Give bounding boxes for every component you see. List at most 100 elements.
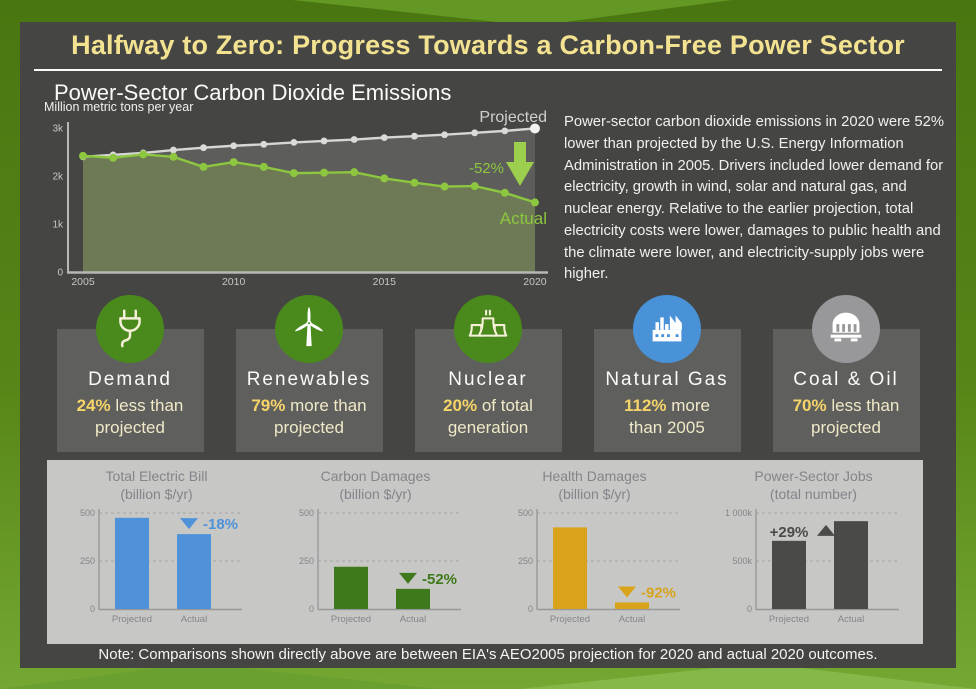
mini-chart-title: Carbon Damages xyxy=(320,468,431,484)
category-label: Actual xyxy=(618,614,644,625)
down-triangle-icon xyxy=(179,518,198,530)
projected-label: Projected xyxy=(479,109,547,126)
power-sector-jobs-svg: 0 500k 1 000k Projected Actual +29% xyxy=(724,508,899,625)
power-sector-jobs-chart: Power-Sector Jobs (total number) 0 500k 1 … xyxy=(710,468,918,644)
stat-line: generation xyxy=(447,418,529,438)
title-bar: Halfway to Zero: Progress Towards a Carb… xyxy=(20,22,956,71)
down-arrow-icon xyxy=(506,142,534,186)
decline-annotation: -52% xyxy=(469,160,504,177)
y-tick-label: 0 xyxy=(89,604,94,614)
stat-nuclear: Nuclear 20% of total generation xyxy=(414,295,562,452)
stat-value: 24% xyxy=(76,396,111,415)
natural-gas-circle xyxy=(633,295,701,363)
stat-line: projected xyxy=(95,418,165,438)
title-underline xyxy=(34,69,942,71)
carbon-damages-chart: Carbon Damages (billion $/yr) 0 250 500 Pro… xyxy=(272,468,480,644)
electric-bill-svg: 0 250 500 Projected Actual -18% xyxy=(79,508,242,625)
mini-chart-subtitle: (billion $/yr) xyxy=(558,485,631,502)
category-label: Projected xyxy=(111,614,151,625)
up-triangle-icon xyxy=(816,524,835,536)
category-label: Projected xyxy=(549,614,589,625)
bar-projected xyxy=(333,566,368,609)
change-label: -92% xyxy=(641,584,676,601)
stat-renewables: Renewables 79% more than projected xyxy=(235,295,383,452)
chart-heading: Power-Sector Carbon Dioxide Emissions xyxy=(54,80,452,105)
stat-title: Nuclear xyxy=(448,369,528,390)
y-tick-label: 1 000k xyxy=(724,508,752,518)
footnote: Note: Comparisons shown directly above a… xyxy=(98,646,878,663)
actual-label: Actual xyxy=(500,209,547,228)
x-tick-label: 2020 xyxy=(523,276,547,288)
x-tick-label: 2010 xyxy=(222,276,246,288)
stat-title: Coal & Oil xyxy=(793,369,899,390)
y-tick-label: 500 xyxy=(79,508,94,518)
y-tick-label: 0 xyxy=(308,604,313,614)
nuclear-circle xyxy=(454,295,522,363)
cooling-tower-icon xyxy=(465,304,511,355)
y-tick-label: 0 xyxy=(57,268,63,279)
projected-line xyxy=(82,127,536,158)
y-tick-label: 250 xyxy=(79,556,94,566)
bar-actual xyxy=(614,602,649,609)
change-label: -52% xyxy=(422,571,457,588)
stat-line: 20% of total xyxy=(443,396,533,415)
y-tick-label: 250 xyxy=(298,556,313,566)
wind-turbine-icon xyxy=(286,304,332,355)
y-axis-unit-label: Million metric tons per year xyxy=(44,100,194,114)
mini-chart-subtitle: (billion $/yr) xyxy=(120,485,193,502)
category-label: Actual xyxy=(399,614,425,625)
plug-icon xyxy=(107,304,153,355)
y-tick-label: 250 xyxy=(517,556,532,566)
down-triangle-icon xyxy=(398,572,417,584)
electric-bill-chart: Total Electric Bill (billion $/yr) 0 250 5… xyxy=(53,468,261,644)
actual-line xyxy=(82,153,536,204)
summary-paragraph: Power-sector carbon dioxide emissions in… xyxy=(564,114,944,283)
stat-line: than 2005 xyxy=(629,418,705,438)
x-tick-label: 2005 xyxy=(71,276,95,288)
renewables-circle xyxy=(275,295,343,363)
comparison-charts-panel: Total Electric Bill (billion $/yr) 0 250 5… xyxy=(47,460,923,644)
emissions-line-chart: Million metric tons per year 0 1k 2k 3k 2005… xyxy=(40,100,556,288)
change-label: +29% xyxy=(769,524,808,541)
stat-coal-oil: Coal & Oil 70% less than projected xyxy=(772,295,920,452)
stat-line: projected xyxy=(811,418,881,438)
y-tick-label: 3k xyxy=(52,124,64,135)
stats-row: Demand 24% less than projected xyxy=(56,295,920,452)
y-tick-label: 2k xyxy=(52,172,64,183)
category-label: Actual xyxy=(837,614,863,625)
stat-line: 24% less than xyxy=(76,396,184,415)
category-label: Actual xyxy=(180,614,206,625)
category-label: Projected xyxy=(768,614,808,625)
down-triangle-icon xyxy=(617,586,636,598)
mini-chart-subtitle: (billion $/yr) xyxy=(339,485,412,502)
y-tick-label: 500k xyxy=(732,556,752,566)
coal-oil-circle xyxy=(812,295,880,363)
carbon-damages-svg: 0 250 500 Projected Actual -52% xyxy=(298,508,461,625)
coal-car-icon xyxy=(823,304,869,355)
stat-line: 79% more than xyxy=(251,396,367,415)
mini-chart-title: Power-Sector Jobs xyxy=(754,468,873,484)
mini-chart-title: Health Damages xyxy=(542,468,647,484)
mini-chart-subtitle: (total number) xyxy=(769,485,858,502)
stat-line: 112% more xyxy=(623,396,710,415)
bar-actual xyxy=(176,534,211,609)
stat-title: Renewables xyxy=(246,369,372,390)
stat-box: Nuclear 20% of total generation xyxy=(414,329,562,452)
stat-line: 70% less than xyxy=(792,396,900,415)
bar-actual xyxy=(833,521,868,609)
demand-circle xyxy=(96,295,164,363)
y-tick-label: 0 xyxy=(527,604,532,614)
stat-natural-gas: Natural Gas 112% more than 2005 xyxy=(593,295,741,452)
stat-value: 79% xyxy=(251,396,286,415)
bar-projected xyxy=(552,527,587,609)
page-title: Halfway to Zero: Progress Towards a Carb… xyxy=(71,30,905,60)
mini-chart-title: Total Electric Bill xyxy=(105,468,208,484)
y-tick-label: 0 xyxy=(746,604,751,614)
infographic-card: Halfway to Zero: Progress Towards a Carb… xyxy=(20,22,956,668)
y-tick-label: 1k xyxy=(52,220,64,231)
x-tick-label: 2015 xyxy=(373,276,397,288)
stat-value: 70% xyxy=(792,396,827,415)
stat-value: 20% xyxy=(443,396,478,415)
emissions-chart-svg: 0 1k 2k 3k 2005 2010 2015 2020 Projected Actual -5… xyxy=(52,109,548,288)
stat-line: projected xyxy=(274,418,344,438)
